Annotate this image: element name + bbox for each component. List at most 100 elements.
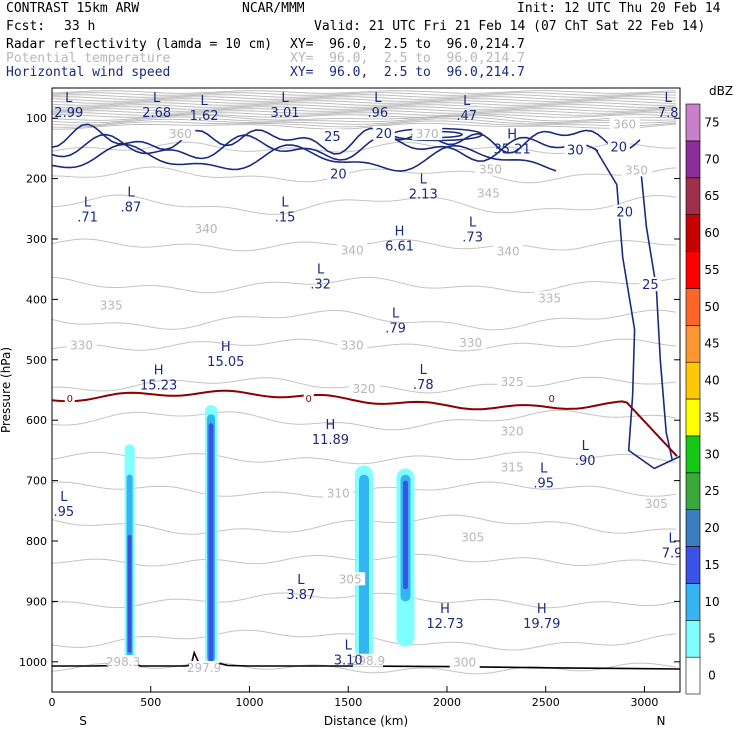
- extremum-marker: H: [507, 127, 517, 142]
- theta-label-bg: [189, 661, 220, 675]
- theta-label-bg: [497, 424, 528, 438]
- theta-line: [52, 166, 677, 184]
- extremum-value: .95: [54, 505, 75, 520]
- extremum-marker: L: [374, 91, 382, 106]
- wind-label-bg: [639, 277, 662, 292]
- reflectivity-cell: [208, 423, 214, 662]
- extremum-value: 7.8: [658, 106, 679, 121]
- theta-label-bg: [641, 496, 672, 510]
- extremum-value: .87: [121, 200, 142, 215]
- wind-label-bg: [327, 166, 350, 181]
- theta-strat-line: [52, 118, 677, 126]
- x-tick-label: 1500: [334, 696, 362, 709]
- wind-contour-label: 25: [642, 278, 659, 293]
- theta-label-bg: [66, 338, 97, 352]
- extremum-marker: L: [345, 638, 353, 653]
- field-reflectivity: Radar reflectivity (lamda = 10 cm): [6, 37, 273, 52]
- theta-strat-line: [52, 106, 677, 110]
- colorbar-swatch: [685, 398, 701, 437]
- colorbar-level-label: 35: [704, 410, 719, 424]
- colorbar-level-label: 5: [708, 632, 716, 646]
- extremum-marker: L: [540, 461, 548, 476]
- wind-label-bg: [613, 204, 636, 219]
- extremum-marker: L: [463, 94, 471, 109]
- theta-label-bg: [191, 221, 222, 235]
- theta-label: 370: [416, 127, 439, 141]
- colorbar-swatch: [685, 140, 701, 179]
- y-tick-label: 1000: [19, 656, 47, 669]
- wind-contour-label: 20: [611, 140, 628, 155]
- reflectivity-cell: [359, 474, 369, 659]
- theta-label: 315: [501, 461, 524, 475]
- extremum-marker: L: [392, 307, 400, 322]
- theta-label-bg: [534, 291, 565, 305]
- colorbar-level-label: 55: [704, 263, 719, 277]
- theta-label: 335: [538, 291, 561, 305]
- colorbar-swatch: [685, 583, 701, 621]
- colorbar-level-label: 25: [704, 484, 719, 498]
- x-tick-label: 500: [140, 696, 161, 709]
- theta-label: 298.9: [351, 654, 385, 668]
- extremum-value: 7.9: [662, 546, 683, 561]
- forecast-label: Fcst:: [6, 19, 46, 34]
- colorbar-swatch: [685, 509, 701, 547]
- reflectivity-cell: [403, 480, 408, 590]
- y-tick-label: 100: [26, 112, 47, 125]
- theta-label: 298.3: [106, 655, 140, 669]
- x-tick-label: 2500: [532, 696, 560, 709]
- x-axis-south-label: S: [79, 714, 87, 728]
- extremum-value: .47: [456, 109, 477, 124]
- theta-strat-line: [52, 96, 677, 100]
- theta-label-bg: [352, 653, 383, 667]
- colorbar-swatch: [685, 251, 701, 289]
- x-tick-label: 3000: [630, 696, 658, 709]
- extremum-value: 15.23: [140, 379, 177, 394]
- colorbar-swatch: [685, 619, 701, 658]
- x-tick-label: 2000: [433, 696, 461, 709]
- y-tick-label: 700: [26, 475, 47, 488]
- extremum-marker: L: [281, 196, 289, 211]
- wind-contour-line: [639, 166, 673, 460]
- colorbar-swatch: [685, 288, 701, 326]
- theta-strat-line: [52, 90, 677, 94]
- y-tick-label: 400: [26, 293, 47, 306]
- theta-label: 335: [100, 299, 123, 313]
- theta-label-bg: [449, 655, 480, 669]
- colorbar-unit: dBZ: [709, 84, 733, 98]
- extremum-marker: L: [281, 91, 289, 106]
- extremum-value: 3.01: [271, 106, 300, 121]
- theta-label: 350: [479, 163, 502, 177]
- theta-label-bg: [497, 460, 528, 474]
- wind-contour-label: 30: [567, 143, 584, 158]
- theta-line: [52, 451, 677, 465]
- extremum-marker: H: [154, 364, 164, 379]
- zero-label-bg: [546, 393, 557, 405]
- colorbar-swatch: [685, 546, 701, 584]
- y-tick-label: 200: [26, 173, 47, 186]
- y-tick-label: 300: [26, 233, 47, 246]
- wind-contour-line: [52, 123, 641, 155]
- theta-label: 297.9: [187, 661, 221, 675]
- colorbar-swatch: [685, 214, 701, 252]
- extremum-value: .71: [77, 211, 98, 226]
- theta-label: 305: [461, 531, 484, 545]
- theta-label-bg: [457, 530, 488, 544]
- colorbar-swatch: [685, 472, 701, 510]
- colorbar-level-label: 20: [704, 521, 719, 535]
- field-wind-xy: XY= 96.0, 2.5 to 96.0,214.7: [290, 65, 525, 80]
- init-time: Init: 12 UTC Thu 20 Feb 14: [517, 1, 721, 16]
- theta-label: 300: [453, 656, 476, 670]
- theta-label: 340: [195, 222, 218, 236]
- theta-label: 340: [341, 244, 364, 258]
- wind-contour-line: [52, 143, 557, 172]
- theta-label: 350: [625, 163, 648, 177]
- theta-strat-line: [52, 100, 677, 104]
- colorbar-level-label: 75: [704, 115, 719, 129]
- extremum-marker: L: [84, 196, 92, 211]
- organization-label: NCAR/MMM: [242, 1, 305, 16]
- extremum-value: .78: [413, 378, 434, 393]
- wind-label-bg: [564, 142, 587, 157]
